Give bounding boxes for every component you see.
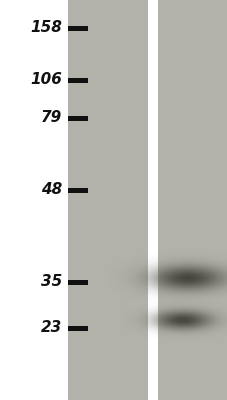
Bar — [147, 0, 157, 400]
Text: 35: 35 — [41, 274, 62, 290]
Text: 158: 158 — [30, 20, 62, 36]
Bar — [68, 326, 88, 331]
Bar — [157, 0, 227, 400]
Bar — [68, 78, 88, 83]
Bar — [68, 116, 88, 121]
Text: 48: 48 — [41, 182, 62, 198]
Text: 79: 79 — [41, 110, 62, 126]
Text: 106: 106 — [30, 72, 62, 88]
Bar — [68, 26, 88, 31]
Bar — [68, 0, 147, 400]
Bar — [68, 280, 88, 285]
Bar — [68, 188, 88, 193]
Text: 23: 23 — [41, 320, 62, 336]
